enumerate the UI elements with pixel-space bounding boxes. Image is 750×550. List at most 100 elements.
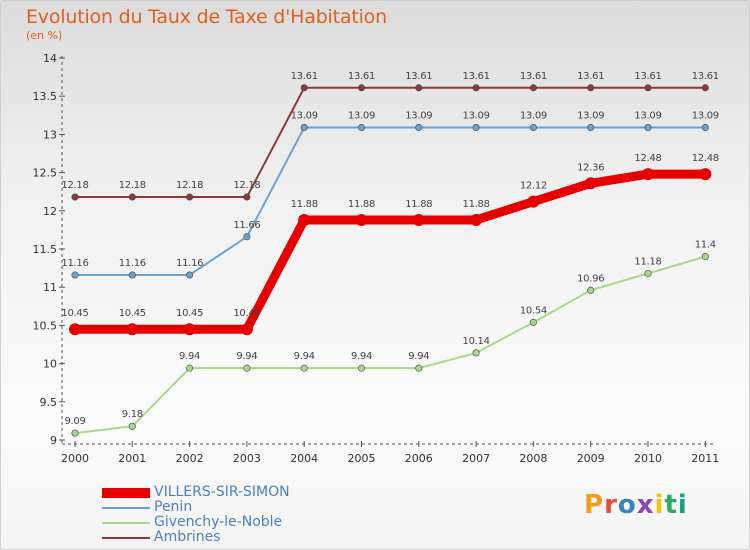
y-tick-label: 12 <box>43 205 57 218</box>
data-label-penin: 11.16 <box>176 258 203 269</box>
legend-item-penin: Penin <box>102 499 362 516</box>
data-point-givenchy-le-noble <box>415 364 423 372</box>
data-label-ambrines: 13.61 <box>291 71 318 82</box>
data-label-ambrines: 12.18 <box>61 180 88 191</box>
data-label-penin: 13.09 <box>291 111 318 122</box>
logo-letter: r <box>604 490 618 520</box>
legend-label-penin: Penin <box>154 499 193 515</box>
legend-label-villers-sir-simon: VILLERS-SIR-SIMON <box>154 484 290 500</box>
logo-letter: o <box>617 490 637 520</box>
data-label-villers-sir-simon: 11.88 <box>291 199 318 210</box>
data-point-villers-sir-simon <box>470 213 483 226</box>
data-label-givenchy-le-noble: 9.94 <box>294 351 315 362</box>
data-label-givenchy-le-noble: 9.94 <box>351 351 372 362</box>
y-tick-label: 12.5 <box>33 167 58 180</box>
data-label-villers-sir-simon: 12.12 <box>520 181 547 192</box>
data-point-ambrines <box>701 84 709 92</box>
data-point-ambrines <box>644 84 652 92</box>
data-label-givenchy-le-noble: 9.09 <box>64 416 85 427</box>
legend-item-villers-sir-simon: VILLERS-SIR-SIMON <box>102 484 362 501</box>
data-label-givenchy-le-noble: 9.94 <box>179 351 200 362</box>
data-point-penin <box>529 124 537 132</box>
y-tick-label: 9.5 <box>40 396 58 409</box>
x-tick-label: 2011 <box>691 452 719 465</box>
data-point-penin <box>186 271 194 279</box>
data-label-penin: 13.09 <box>520 111 547 122</box>
legend-swatch-villers-sir-simon <box>102 488 150 498</box>
data-point-villers-sir-simon <box>240 323 253 336</box>
series-line-villers-sir-simon <box>70 169 710 334</box>
series-villers-sir-simon: 10.45 10.45 10.45 10.45 11.88 11.88 11.88 11.88… <box>61 153 719 336</box>
logo-letter: P <box>584 490 605 520</box>
data-point-givenchy-le-noble <box>71 429 79 437</box>
y-tick-label: 9 <box>50 434 57 447</box>
data-label-givenchy-le-noble: 10.14 <box>463 336 490 347</box>
y-tick-label: 11 <box>43 281 57 294</box>
y-tick-label: 14 <box>43 52 57 65</box>
data-point-villers-sir-simon <box>355 213 368 226</box>
data-point-ambrines <box>128 193 136 201</box>
data-point-ambrines <box>186 193 194 201</box>
logo-letter: x <box>636 490 655 520</box>
data-point-ambrines <box>243 193 251 201</box>
data-point-penin <box>243 233 251 241</box>
data-label-ambrines: 12.18 <box>176 180 203 191</box>
data-point-villers-sir-simon <box>642 168 654 181</box>
data-point-ambrines <box>415 84 423 92</box>
data-label-penin: 11.16 <box>119 258 146 269</box>
data-point-penin <box>587 124 595 132</box>
legend-label-ambrines: Ambrines <box>154 529 221 545</box>
chart-subtitle: (en %) <box>26 29 63 42</box>
logo-letter: t <box>664 490 678 520</box>
data-point-givenchy-le-noble <box>186 364 194 372</box>
data-point-villers-sir-simon <box>584 177 597 190</box>
data-point-givenchy-le-noble <box>701 253 709 261</box>
data-point-givenchy-le-noble <box>587 286 595 294</box>
x-tick-label: 2007 <box>462 452 490 465</box>
data-point-villers-sir-simon <box>527 195 540 208</box>
proxiti-logo: Proxiti <box>584 490 688 520</box>
data-point-givenchy-le-noble <box>300 364 308 372</box>
data-label-penin: 13.09 <box>405 111 432 122</box>
chart-title: Evolution du Taux de Taxe d'Habitation <box>26 6 387 28</box>
data-label-givenchy-le-noble: 9.94 <box>408 351 429 362</box>
data-label-ambrines: 13.61 <box>520 71 547 82</box>
y-tick-label: 10 <box>43 358 57 371</box>
y-tick-label: 10.5 <box>33 319 58 332</box>
x-tick-label: 2005 <box>348 452 376 465</box>
data-point-givenchy-le-noble <box>128 422 136 430</box>
x-tick-label: 2009 <box>577 452 605 465</box>
y-tick-label: 11.5 <box>33 243 58 256</box>
data-point-penin <box>71 271 79 279</box>
data-label-villers-sir-simon: 10.45 <box>119 308 146 319</box>
data-label-ambrines: 12.18 <box>233 180 260 191</box>
data-label-penin: 13.09 <box>634 111 661 122</box>
data-point-penin <box>300 124 308 132</box>
data-label-villers-sir-simon: 12.36 <box>577 162 604 173</box>
data-point-penin <box>128 271 136 279</box>
series-line-ambrines <box>74 86 707 199</box>
data-label-ambrines: 13.61 <box>463 71 490 82</box>
data-label-ambrines: 12.18 <box>119 180 146 191</box>
data-label-ambrines: 13.61 <box>577 71 604 82</box>
x-tick-label: 2008 <box>519 452 547 465</box>
data-point-penin <box>415 124 423 132</box>
x-tick-label: 2004 <box>290 452 318 465</box>
data-point-ambrines <box>71 193 79 201</box>
data-label-ambrines: 13.61 <box>405 71 432 82</box>
data-point-ambrines <box>300 84 308 92</box>
legend-swatch-penin <box>102 507 150 509</box>
data-label-givenchy-le-noble: 9.18 <box>122 409 143 420</box>
data-label-villers-sir-simon: 11.88 <box>348 199 375 210</box>
data-label-penin: 11.66 <box>233 220 260 231</box>
y-tick-label: 13 <box>43 128 57 141</box>
data-point-penin <box>357 124 365 132</box>
x-tick-label: 2003 <box>233 452 261 465</box>
x-tick-label: 2002 <box>176 452 204 465</box>
data-label-villers-sir-simon: 11.88 <box>405 199 432 210</box>
x-tick-label: 2006 <box>405 452 433 465</box>
data-label-villers-sir-simon: 11.88 <box>463 199 490 210</box>
data-point-givenchy-le-noble <box>357 364 365 372</box>
data-point-penin <box>701 124 709 132</box>
data-point-penin <box>644 124 652 132</box>
